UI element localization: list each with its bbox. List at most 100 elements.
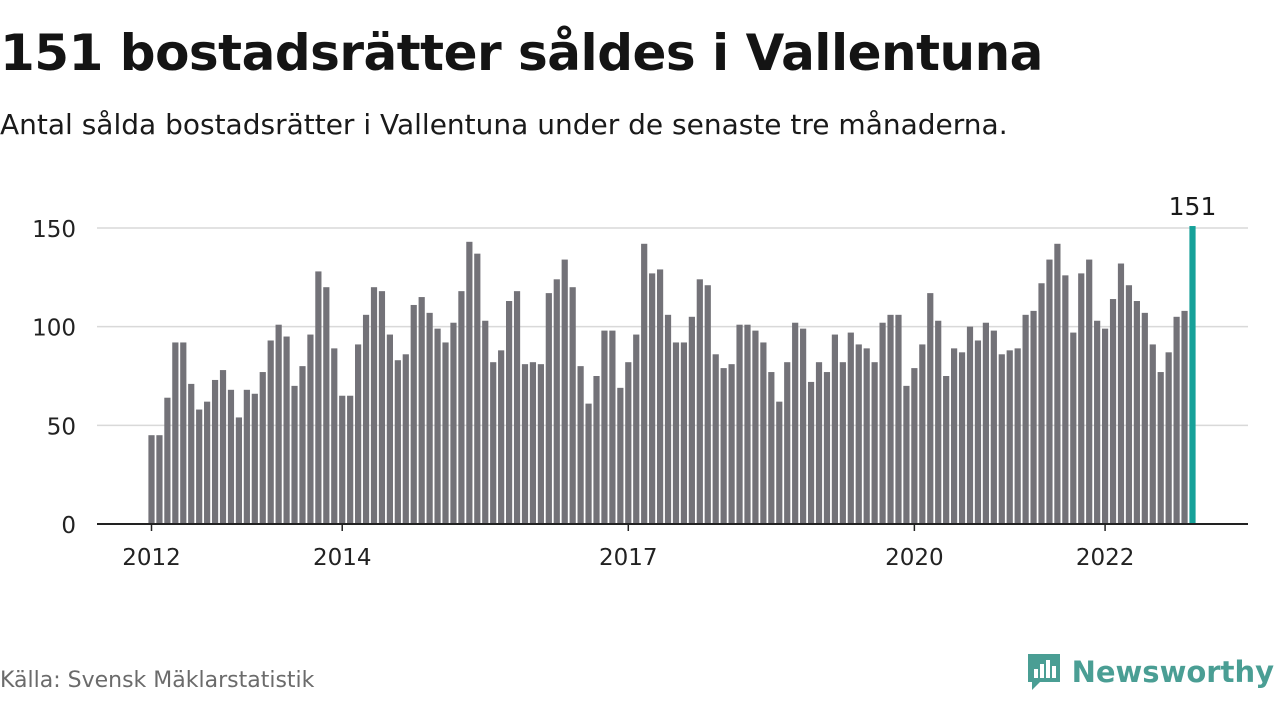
bar xyxy=(815,362,823,524)
bar xyxy=(823,372,831,524)
bar xyxy=(800,328,807,524)
bar xyxy=(251,393,258,524)
bar xyxy=(466,241,473,524)
x-tick-label: 2012 xyxy=(122,545,181,571)
bar xyxy=(887,314,894,524)
bar xyxy=(450,322,457,524)
source-note: Källa: Svensk Mäklarstatistik xyxy=(0,668,315,693)
bar xyxy=(505,301,513,524)
bar xyxy=(227,389,235,524)
bar xyxy=(1133,301,1140,524)
bar xyxy=(482,320,489,524)
bar xyxy=(1181,310,1188,524)
bar xyxy=(744,324,751,524)
bar xyxy=(339,395,346,524)
bar xyxy=(577,366,584,524)
bar xyxy=(458,291,465,524)
bar xyxy=(370,287,378,524)
bar xyxy=(792,322,799,524)
bar xyxy=(656,269,664,524)
y-tick-label: 50 xyxy=(47,414,76,440)
bar xyxy=(672,342,680,524)
bar xyxy=(553,279,560,524)
bar xyxy=(601,330,608,524)
bar xyxy=(752,330,759,524)
bar xyxy=(625,362,632,524)
bar xyxy=(283,336,290,524)
bar xyxy=(593,376,600,524)
bar xyxy=(275,324,282,524)
bar xyxy=(633,334,640,524)
bar xyxy=(855,344,862,524)
bar xyxy=(1109,299,1117,524)
bar xyxy=(164,397,171,524)
bar xyxy=(299,366,306,524)
bar xyxy=(736,324,743,524)
bar-highlight xyxy=(1189,226,1196,524)
bar xyxy=(1070,332,1077,524)
newsworthy-logo-icon xyxy=(1027,654,1060,690)
bar xyxy=(728,364,735,524)
bar xyxy=(1062,275,1069,524)
bar xyxy=(426,312,433,524)
bar xyxy=(879,322,886,524)
bar xyxy=(784,362,791,524)
bar xyxy=(1149,344,1156,524)
bar xyxy=(935,320,942,524)
bar xyxy=(998,354,1005,524)
chart-title: 151 bostadsrätter såldes i Vallentuna xyxy=(0,24,1043,82)
bar xyxy=(307,334,314,524)
bar xyxy=(927,293,934,524)
bar xyxy=(402,354,409,524)
bar xyxy=(990,330,997,524)
bar xyxy=(498,350,505,524)
bar xyxy=(196,409,203,524)
bar xyxy=(951,348,958,524)
bar xyxy=(521,364,529,524)
bar xyxy=(895,314,902,524)
bar xyxy=(919,344,926,524)
bar xyxy=(1101,328,1109,524)
bar-chart: 0 50 100 150 2012 2014 2017 2020 2022 151 xyxy=(32,192,1248,571)
bar xyxy=(323,287,330,524)
bar xyxy=(434,328,441,524)
bar xyxy=(585,403,592,524)
bar xyxy=(1141,312,1148,524)
bar xyxy=(664,314,672,524)
bar xyxy=(776,401,783,524)
axes: 0 50 100 150 2012 2014 2017 2020 2022 151 xyxy=(32,192,1248,571)
bar xyxy=(394,360,401,524)
bar xyxy=(720,368,727,524)
bar xyxy=(561,259,568,524)
bar xyxy=(768,372,775,524)
bar xyxy=(847,332,854,524)
bar xyxy=(871,362,878,524)
bar xyxy=(569,287,576,524)
bar xyxy=(807,381,815,524)
bar xyxy=(839,362,846,524)
bar xyxy=(315,271,322,524)
bar xyxy=(537,364,544,524)
bar xyxy=(1094,320,1101,524)
brand-logo: Newsworthy xyxy=(1026,652,1274,692)
bar xyxy=(1006,350,1013,524)
brand-name: Newsworthy xyxy=(1071,655,1274,689)
bar xyxy=(1014,348,1021,524)
bar xyxy=(1078,273,1085,524)
y-tick-label: 100 xyxy=(32,316,76,342)
bar xyxy=(1030,310,1037,524)
bar xyxy=(1125,285,1133,524)
highlight-value-label: 151 xyxy=(1169,192,1217,221)
bar xyxy=(235,417,243,524)
bar xyxy=(1173,316,1180,524)
bar xyxy=(982,322,989,524)
bar xyxy=(243,389,250,524)
x-tick-label: 2022 xyxy=(1076,545,1135,571)
bar xyxy=(188,383,195,524)
bar xyxy=(617,387,624,524)
x-tick-label: 2017 xyxy=(599,545,658,571)
bar xyxy=(378,291,386,524)
bar xyxy=(355,344,362,524)
bar xyxy=(1117,263,1125,524)
bar xyxy=(545,293,552,524)
